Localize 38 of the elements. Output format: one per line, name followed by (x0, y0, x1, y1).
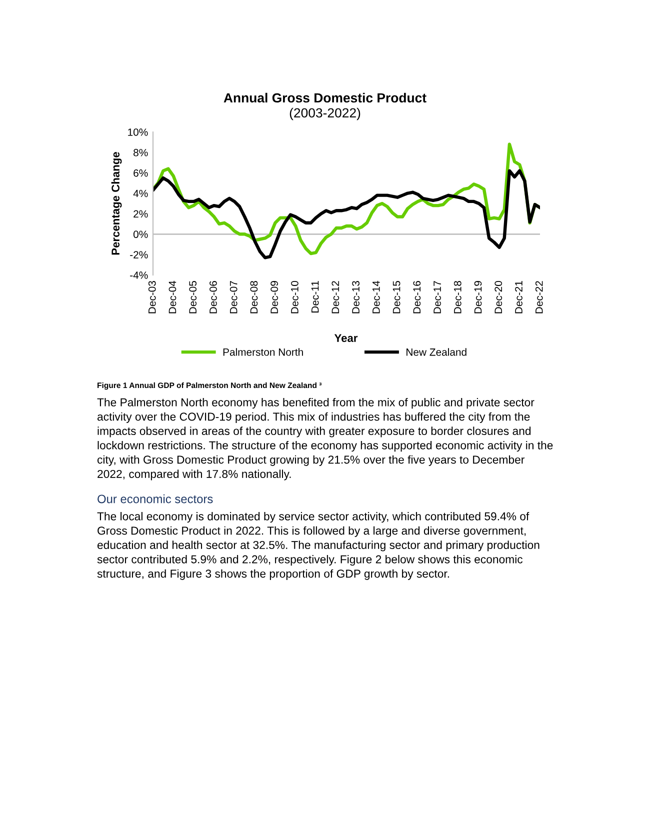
x-tick-label: Dec-22 (535, 281, 543, 314)
y-tick-label: 2% (134, 210, 148, 218)
x-tick-label: Dec-17 (434, 281, 441, 314)
y-tick-label: 4% (133, 190, 148, 198)
x-tick-label: Dec-05 (189, 280, 197, 314)
x-tick-label: Dec-15 (392, 280, 400, 314)
x-tick-label: Dec-12 (332, 281, 340, 314)
text: The local economy is dominated by service sector activity, which contributed 59.4% of Gross Domestic Product in 2022. This is followed by a large and diverse government, education and health sector at 32.5%. The manufacturing sector and primary production sector contributed 5.9% and 2.2%, respectively. Figure 2 below shows this economic structure, and Figure 3 shows the proportion of GDP growth by sector. (97, 512, 540, 580)
x-axis-title: Year (334, 334, 358, 342)
x-tick-label: Dec-20 (494, 280, 502, 314)
x-tick-label: Dec-11 (311, 281, 319, 313)
y-axis-title: Percentage Change (111, 152, 122, 255)
line-series (153, 169, 540, 260)
x-tick-label: Dec-09 (270, 281, 278, 314)
x-tick-label: Dec-14 (372, 280, 380, 314)
x-tick-label: Dec-16 (413, 281, 421, 314)
x-tick-label: Dec-18 (454, 281, 462, 314)
x-tick-label: Dec-21 (515, 281, 522, 314)
y-tick-label: 0% (133, 230, 148, 238)
chart-title: Annual Gross Domestic Product (224, 92, 426, 103)
y-tick-label: -4% (130, 272, 148, 279)
legend-label: New Zealand (406, 348, 466, 356)
chart-subtitle: (2003-2022) (290, 108, 360, 120)
y-tick-label: 10% (128, 128, 148, 136)
x-tick-label: Dec-08 (250, 281, 258, 314)
x-tick-label: Dec-03 (148, 281, 156, 314)
y-tick-label: 8% (134, 148, 148, 156)
x-tick-label: Dec-07 (230, 281, 238, 314)
text: Our economic sectors (98, 494, 213, 504)
x-tick-label: Dec-13 (352, 281, 360, 314)
text: The Palmerston North economy has benefited from the mix of public and private sector activity over the COVID-19 period. This mix of industries has buffered the city from the impacts observed in areas of the country with greater exposure to border closures and lockdown restrictions. The structure of the economy has supported economic activity in the city, with Gross Domestic Product growing by 21.5% over the five years to December 2022, compared with 17.8% nationally. (97, 398, 553, 480)
x-tick-label: Dec-06 (210, 281, 217, 314)
x-tick-label: Dec-04 (168, 280, 176, 314)
x-tick-label: Dec-10 (291, 280, 298, 314)
x-tick-label: Dec-19 (474, 281, 482, 314)
y-tick-label: 6% (134, 169, 148, 177)
legend-label: Palmerston North (223, 348, 303, 356)
y-tick-label: -2% (130, 251, 148, 258)
